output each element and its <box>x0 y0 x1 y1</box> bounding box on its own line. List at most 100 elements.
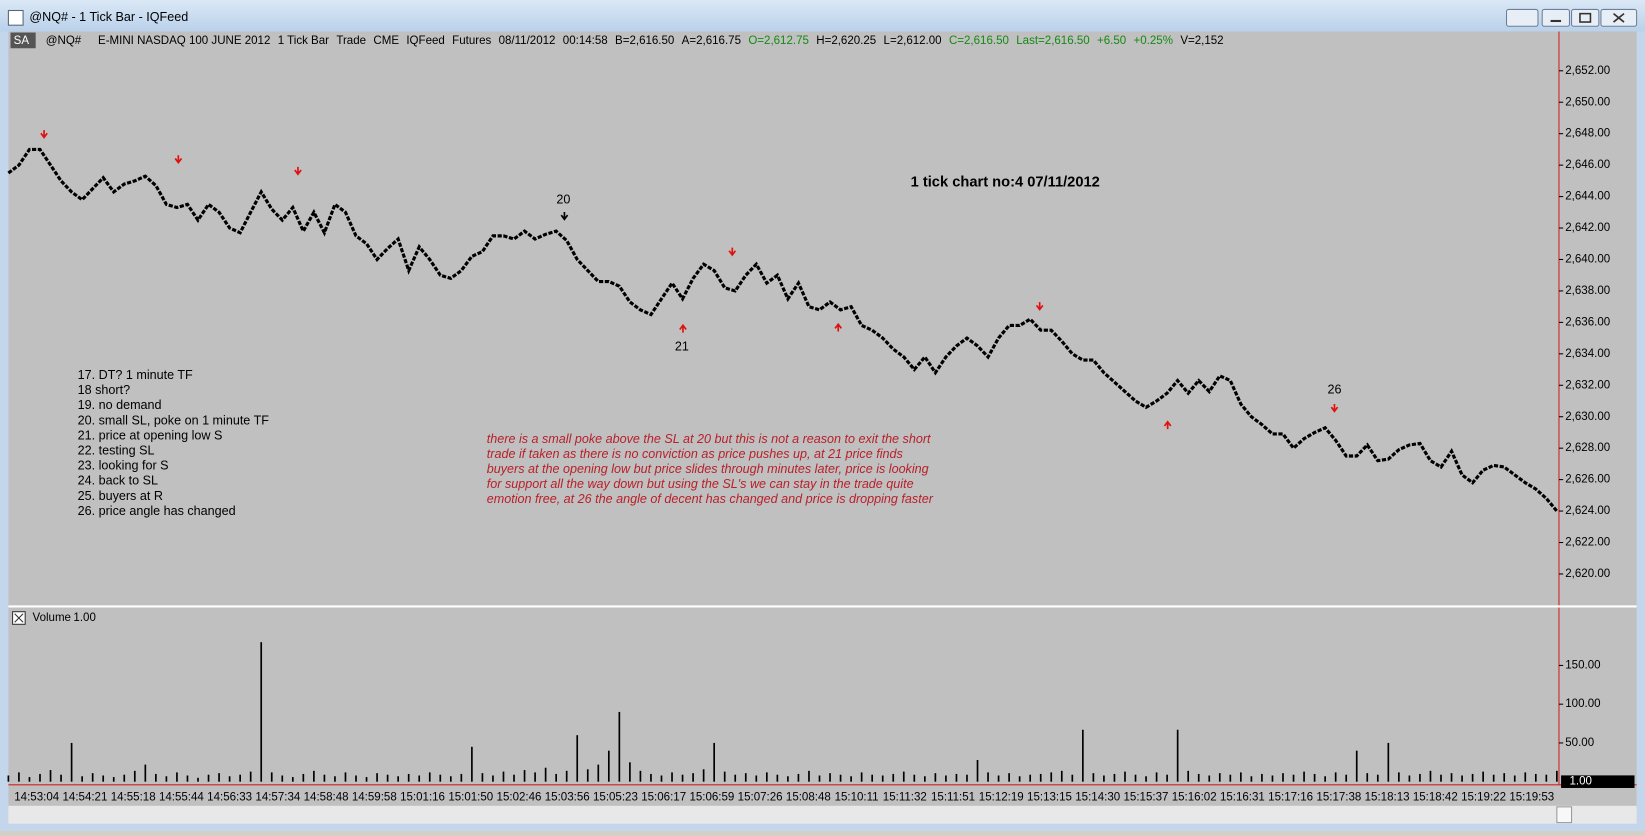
maximize-icon <box>1579 12 1592 23</box>
volume-bar <box>281 775 284 782</box>
volume-bar <box>418 775 421 782</box>
volume-bar <box>18 772 20 782</box>
x-tick-label: 15:02:46 <box>497 791 542 803</box>
volume-bar <box>449 776 452 782</box>
volume-bar <box>1461 775 1463 782</box>
x-tick-label: 14:56:33 <box>207 791 252 803</box>
scrollbar[interactable] <box>8 805 1637 824</box>
toolbar-item: 00:14:58 <box>563 35 608 47</box>
annotation-label: 26 <box>1327 383 1341 397</box>
x-tick-label: 15:19:22 <box>1461 791 1506 803</box>
comment-line: buyers at the opening low but price slid… <box>487 462 929 476</box>
sa-button[interactable] <box>10 32 36 49</box>
volume-bar <box>1419 773 1421 782</box>
window-buttons[interactable] <box>1505 8 1638 27</box>
volume-bar <box>1545 774 1548 782</box>
arrow <box>1035 302 1044 311</box>
x-tick-label: 14:57:34 <box>255 791 300 803</box>
x-tick-label: 15:11:32 <box>883 791 927 803</box>
volume-bar <box>60 774 62 782</box>
x-tick-label: 14:55:18 <box>111 791 156 803</box>
volume-bar <box>1355 750 1358 782</box>
volume-bar <box>744 773 747 782</box>
volume-bar <box>513 774 515 782</box>
volume-bar <box>1240 772 1242 782</box>
arrow <box>1163 420 1172 430</box>
annotation-label: 20 <box>556 193 570 207</box>
volume-bar <box>344 772 347 782</box>
volume-bar <box>881 775 884 782</box>
arrow <box>728 247 737 257</box>
volume-bar <box>1029 774 1032 782</box>
volume-bar <box>681 774 684 782</box>
volume-bar <box>902 771 905 782</box>
volume-bar <box>639 770 642 782</box>
toolbar-item: +0.25% <box>1134 35 1173 47</box>
volume-bar <box>945 775 947 782</box>
x-tick-label: 15:15:37 <box>1124 791 1169 803</box>
volume-title: Volume <box>33 612 71 624</box>
note-line: 17. DT? 1 minute TF <box>78 368 193 382</box>
last-volume-box <box>1561 775 1635 788</box>
toolbar-item: Last=2,616.50 <box>1016 35 1089 47</box>
volume-bar <box>334 776 336 782</box>
volume-bar <box>1450 773 1453 782</box>
x-tick-label: 15:03:56 <box>545 791 590 803</box>
title-bar <box>0 0 1645 32</box>
volume-bar <box>955 773 958 782</box>
volume-bar <box>797 773 800 782</box>
x-tick-label: 14:54:21 <box>63 791 108 803</box>
toolbar-item: +6.50 <box>1097 35 1126 47</box>
y-tick-label: 2,650.00 <box>1565 96 1610 108</box>
volume-bar <box>176 772 178 782</box>
volume-bar <box>186 775 189 782</box>
volume-bar <box>481 773 484 782</box>
volume-bar <box>228 776 231 782</box>
volume-bar <box>407 773 410 782</box>
volume-bar <box>1060 770 1063 782</box>
minimize-button[interactable] <box>1541 8 1570 27</box>
volume-bar <box>207 774 210 782</box>
volume-bar <box>1471 773 1474 782</box>
volume-bar <box>1218 773 1221 782</box>
toolbar-item: IQFeed <box>406 35 444 47</box>
volume-bar <box>39 773 41 782</box>
volume-bar <box>597 764 600 782</box>
arrow <box>174 155 183 165</box>
x-tick-label: 15:18:42 <box>1413 791 1458 803</box>
volume-bar <box>913 774 916 782</box>
axis-background <box>1558 31 1637 785</box>
volume-bar <box>850 776 852 782</box>
volume-bar <box>1503 773 1506 782</box>
volume-bar <box>650 773 652 782</box>
y-tick-label: 100.00 <box>1565 698 1600 710</box>
x-tick-label: 15:17:38 <box>1316 791 1361 803</box>
volume-bar <box>1345 774 1348 782</box>
y-tick-label: 2,644.00 <box>1565 191 1610 203</box>
x-tick-label: 15:08:48 <box>786 791 831 803</box>
scroll-thumb[interactable] <box>1556 806 1573 824</box>
y-tick-label: 2,626.00 <box>1565 474 1610 486</box>
y-tick-label: 2,628.00 <box>1565 442 1610 454</box>
volume-bar <box>1398 772 1400 782</box>
y-tick-label: 2,632.00 <box>1565 379 1610 391</box>
restore-all-button[interactable] <box>1505 8 1539 27</box>
y-tick-label: 2,648.00 <box>1565 128 1610 140</box>
volume-bar <box>1334 772 1337 782</box>
toolbar-item: @NQ# <box>46 35 82 47</box>
volume-bar <box>365 777 368 782</box>
y-tick-label: 2,622.00 <box>1565 537 1610 549</box>
y-tick-label: 2,624.00 <box>1565 505 1610 517</box>
toolbar-item: Futures <box>452 35 491 47</box>
toolbar-item: B=2,616.50 <box>615 35 674 47</box>
volume-bar <box>91 773 94 782</box>
maximize-button[interactable] <box>1571 8 1600 27</box>
volume-bar <box>629 762 631 782</box>
x-tick-label: 15:16:02 <box>1172 791 1217 803</box>
volume-bar <box>976 759 979 782</box>
comment-line: there is a small poke above the SL at 20… <box>487 432 931 446</box>
volume-bar <box>734 774 737 782</box>
volume-bar <box>260 642 263 782</box>
volume-bar <box>829 773 831 782</box>
